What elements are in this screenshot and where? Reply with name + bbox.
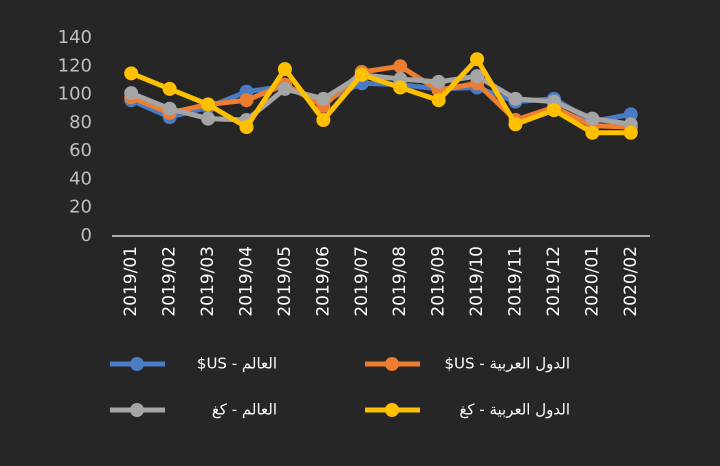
series-marker [508, 117, 523, 132]
series-marker [470, 52, 485, 67]
y-tick-label: 0 [81, 225, 92, 246]
series-marker [393, 59, 408, 74]
x-tick-label: 2019/07 [352, 246, 372, 317]
x-tick-label: 2019/02 [160, 246, 180, 317]
series-marker [585, 125, 600, 140]
x-tick-label: 2019/05 [275, 246, 295, 317]
series-marker [354, 67, 369, 82]
series-marker [239, 120, 254, 135]
x-tick-label: 2019/01 [121, 246, 141, 317]
x-tick-label: 2019/12 [544, 246, 564, 317]
legend-label: الدول العربية - كغ [459, 401, 570, 419]
series-marker [201, 97, 216, 112]
legend-marker [130, 357, 144, 371]
series-marker [277, 81, 292, 96]
legend-label: الدول العربية - US$ [444, 355, 570, 373]
series-marker [316, 91, 331, 106]
y-tick-label: 120 [58, 55, 92, 76]
x-tick-label: 2019/09 [429, 246, 449, 317]
series-marker [431, 74, 446, 89]
y-tick-label: 40 [69, 168, 92, 189]
series-marker [508, 91, 523, 106]
series-marker [124, 66, 139, 81]
legend-marker [130, 403, 144, 417]
x-tick-label: 2019/03 [198, 246, 218, 317]
y-tick-label: 100 [58, 84, 92, 105]
series-marker [124, 86, 139, 101]
y-tick-label: 80 [69, 112, 92, 133]
series-marker [393, 80, 408, 95]
series-marker [239, 93, 254, 108]
x-tick-label: 2019/04 [237, 246, 257, 317]
series-marker [623, 107, 638, 122]
series-marker [316, 113, 331, 128]
x-tick-label: 2019/10 [467, 246, 487, 317]
y-tick-label: 60 [69, 140, 92, 161]
series-marker [162, 81, 177, 96]
x-tick-label: 2019/08 [390, 246, 410, 317]
x-tick-label: 2019/11 [506, 246, 526, 317]
y-tick-label: 140 [58, 27, 92, 48]
legend-marker [385, 357, 399, 371]
series-marker [201, 111, 216, 126]
series-marker [585, 111, 600, 126]
x-tick-label: 2019/06 [313, 246, 333, 317]
legend-label: العالم - كغ [212, 401, 277, 419]
series-marker [431, 93, 446, 108]
series-marker [623, 125, 638, 140]
series-marker [546, 103, 561, 118]
x-tick-label: 2020/02 [621, 246, 641, 317]
series-marker [277, 62, 292, 77]
series-marker [470, 69, 485, 84]
y-tick-label: 20 [69, 197, 92, 218]
legend-marker [385, 403, 399, 417]
x-tick-label: 2020/01 [582, 246, 602, 317]
legend-label: العالم - US$ [197, 355, 277, 373]
series-marker [162, 101, 177, 116]
